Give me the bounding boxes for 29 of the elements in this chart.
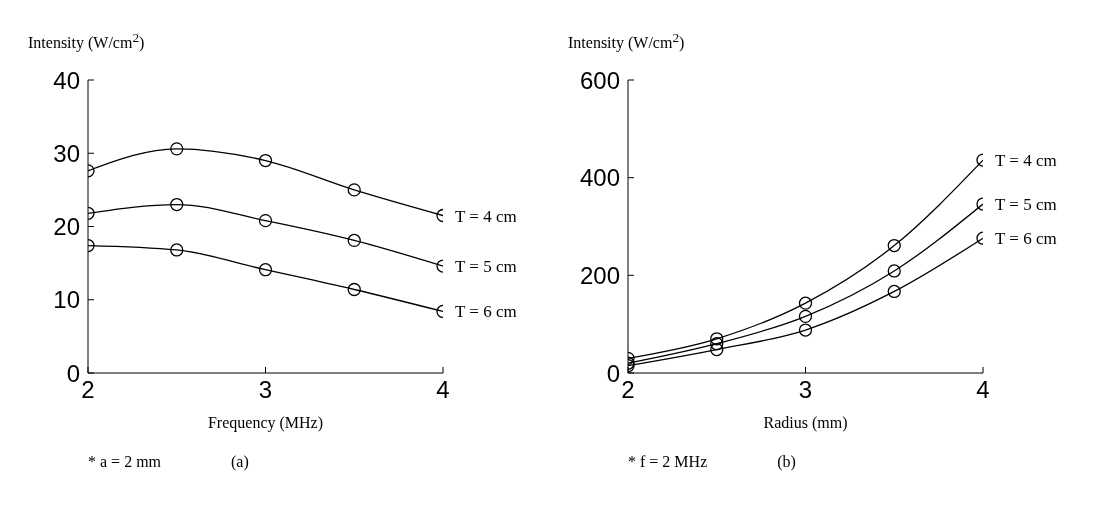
- y-tick-label: 20: [53, 213, 80, 241]
- text: * f = 2 MHz: [628, 453, 708, 471]
- y-axis-title: Intensity (W/cm$^{2}$): [28, 30, 145, 53]
- y-tick-label: 400: [579, 164, 620, 192]
- series-label: T = 5 cm: [455, 257, 517, 277]
- y-tick-label: 200: [579, 261, 620, 289]
- x-tick-label: 4: [436, 376, 450, 404]
- series-label: T = 5 cm: [995, 195, 1057, 215]
- x-tick-label: 2: [81, 376, 95, 404]
- text: * a = 2 mm: [88, 453, 162, 471]
- x-axis-title: Frequency (MHz): [207, 414, 324, 432]
- series-label: T = 6 cm: [995, 229, 1057, 249]
- y-tick-label: 0: [606, 359, 620, 387]
- y-tick-label: 10: [53, 286, 80, 314]
- text: (a): [231, 453, 249, 471]
- text: (b): [777, 453, 796, 471]
- x-axis-title: Radius (mm): [763, 414, 848, 432]
- x-tick-label: 3: [798, 376, 813, 404]
- x-tick-label: 4: [976, 376, 990, 404]
- x-tick-label: 2: [621, 376, 635, 404]
- series-label: T = 6 cm: [455, 302, 517, 322]
- y-tick-label: 0: [66, 359, 80, 387]
- series-label: T = 4 cm: [455, 206, 517, 226]
- y-axis-title: Intensity (W/cm$^{2}$): [568, 30, 685, 53]
- x-tick-label: 3: [258, 376, 273, 404]
- y-tick-label: 30: [53, 139, 80, 167]
- y-tick-label: 40: [53, 66, 80, 94]
- series-label: T = 4 cm: [995, 151, 1057, 171]
- y-tick-label: 600: [579, 66, 620, 94]
